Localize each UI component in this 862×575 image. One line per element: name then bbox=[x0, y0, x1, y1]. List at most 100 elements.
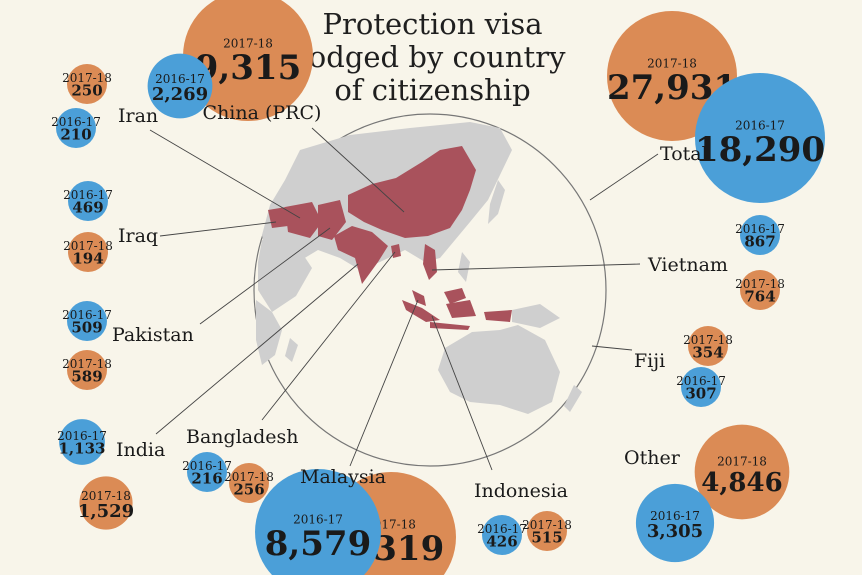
bubble-year-label: 2016-17 bbox=[293, 513, 343, 527]
bubble-value-label: 307 bbox=[685, 385, 716, 403]
asia-pacific-map bbox=[253, 113, 607, 467]
bubble-year-label: 2017-18 bbox=[647, 57, 697, 71]
bubble-circle bbox=[527, 511, 567, 551]
bubble-value-label: 469 bbox=[72, 199, 103, 217]
bubble-value-label: 764 bbox=[744, 288, 775, 306]
bubble-value-label: 867 bbox=[744, 233, 775, 251]
bubble-year-label: 2017-18 bbox=[62, 357, 112, 371]
africa-landmass bbox=[256, 300, 282, 365]
title-line-1: Protection visa bbox=[322, 7, 543, 41]
bubble-value-label: 216 bbox=[191, 470, 222, 488]
bubble-value-label: 515 bbox=[531, 529, 562, 547]
bubble-year-label: 2016-17 bbox=[182, 459, 232, 473]
bubble-other-2016-17: 2016-173,305 bbox=[635, 483, 715, 563]
newzealand-landmass bbox=[564, 385, 582, 412]
leader-line-iran bbox=[149, 129, 301, 219]
bubble-year-label: 2016-17 bbox=[63, 188, 113, 202]
country-label-malaysia: Malaysia bbox=[300, 466, 386, 488]
country-label-bangladesh: Bangladesh bbox=[186, 426, 299, 448]
bubble-circle bbox=[635, 483, 715, 563]
leader-line-china-prc bbox=[311, 127, 405, 213]
bubble-year-label: 2017-18 bbox=[683, 333, 733, 347]
bubble-china-prc-2016-17: 2016-172,269 bbox=[147, 53, 213, 119]
bubble-year-label: 2016-17 bbox=[735, 222, 785, 236]
bubble-circle bbox=[59, 419, 105, 465]
bubble-year-label: 2017-18 bbox=[63, 239, 113, 253]
bubble-circle bbox=[695, 73, 825, 203]
arabia-landmass bbox=[258, 240, 312, 312]
indonesia-highlight bbox=[402, 300, 512, 330]
bubble-malaysia-2016-17: 2016-178,579 bbox=[255, 469, 381, 575]
country-label-iraq: Iraq bbox=[118, 225, 158, 247]
country-labels: China (PRC) Iran Iraq Pakistan India Banglade… bbox=[112, 102, 728, 502]
bubble-value-label: 9,315 bbox=[195, 48, 301, 88]
philippines-landmass bbox=[458, 252, 470, 282]
bubble-value-label: 426 bbox=[486, 533, 517, 551]
bubble-value-label: 1,133 bbox=[59, 440, 106, 458]
bubble-circle bbox=[694, 424, 790, 520]
country-label-total: Total bbox=[660, 143, 708, 165]
bubble-value-label: 1,529 bbox=[78, 501, 134, 522]
bubble-value-label: 4,846 bbox=[701, 468, 782, 498]
bubble-year-label: 2016-17 bbox=[650, 509, 700, 523]
leader-line-iraq bbox=[159, 221, 277, 237]
pakistan-highlight bbox=[318, 200, 346, 240]
bubble-year-label: 2016-17 bbox=[57, 429, 107, 443]
vietnam-highlight bbox=[423, 244, 437, 280]
bubble-circle bbox=[68, 232, 108, 272]
leader-line-india bbox=[155, 263, 359, 435]
bubble-china-prc-2017-18: 2017-189,315 bbox=[183, 0, 313, 121]
bubble-year-label: 2016-17 bbox=[51, 115, 101, 129]
png-landmass bbox=[512, 304, 560, 328]
bubble-value-label: 589 bbox=[71, 368, 102, 386]
country-label-iran: Iran bbox=[118, 105, 158, 127]
bubble-circle bbox=[739, 214, 781, 256]
bubble-other-2017-18: 2017-184,846 bbox=[694, 424, 790, 520]
malaysia-highlight bbox=[412, 288, 466, 306]
country-label-other: Other bbox=[624, 447, 681, 469]
bubble-circle bbox=[67, 64, 107, 104]
japan-landmass bbox=[488, 180, 505, 224]
bubble-year-label: 2016-17 bbox=[676, 374, 726, 388]
australia-landmass bbox=[438, 325, 560, 414]
bubble-year-label: 2016-17 bbox=[155, 72, 205, 86]
bubble-value-label: 194 bbox=[72, 250, 103, 268]
bubble-year-label: 2017-18 bbox=[81, 489, 131, 503]
bubble-value-label: 3,305 bbox=[647, 521, 703, 542]
leader-line-vietnam bbox=[431, 263, 641, 271]
bubble-year-label: 2017-18 bbox=[223, 37, 273, 51]
chart-title: Protection visa lodged by country of cit… bbox=[290, 8, 575, 107]
bubble-circle bbox=[67, 350, 107, 390]
bubble-year-label: 2017-18 bbox=[62, 71, 112, 85]
bubble-circle bbox=[681, 367, 721, 407]
leader-lines bbox=[149, 127, 659, 471]
title-line-2: lodged by country bbox=[299, 40, 566, 74]
leader-line-total bbox=[589, 153, 659, 201]
bubble-value-label: 18,290 bbox=[695, 130, 825, 170]
bubble-year-label: 2016-17 bbox=[62, 308, 112, 322]
bubble-circle bbox=[229, 463, 269, 503]
bubble-value-label: 354 bbox=[692, 344, 723, 362]
bubble-value-label: 256 bbox=[233, 481, 264, 499]
country-label-vietnam: Vietnam bbox=[647, 254, 728, 276]
bubble-year-label: 2017-18 bbox=[224, 470, 274, 484]
iran-highlight bbox=[285, 202, 322, 238]
bubble-circle bbox=[68, 181, 108, 221]
bubble-circle bbox=[187, 452, 227, 492]
madagascar-landmass bbox=[285, 338, 298, 362]
bubble-value-label: 2,269 bbox=[152, 84, 208, 105]
bubble-india-2017-18: 2017-181,529 bbox=[78, 476, 134, 530]
leader-line-indonesia bbox=[431, 315, 493, 471]
leader-line-pakistan bbox=[199, 227, 331, 325]
bubble-circle bbox=[482, 515, 522, 555]
